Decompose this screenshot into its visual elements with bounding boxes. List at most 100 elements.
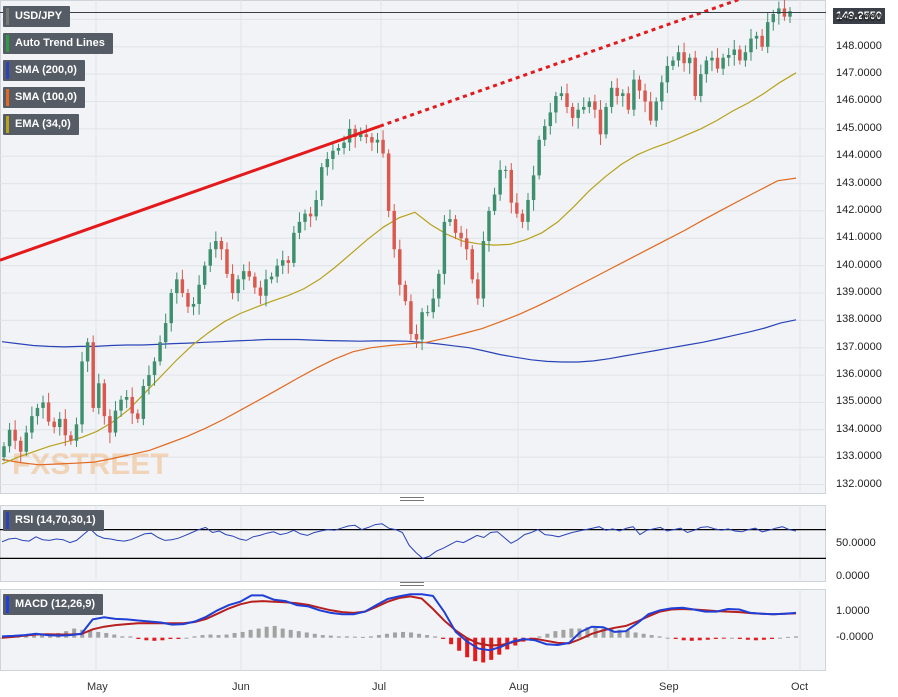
macd-histogram-bar [208,634,213,638]
macd-histogram-bar [144,637,149,641]
legend-label: SMA (200,0) [15,64,77,76]
macd-histogram-bar [40,633,45,638]
macd-histogram-bar [288,629,293,638]
macd-histogram-bar [336,636,341,638]
candle-body [570,106,575,118]
candle-body [721,57,725,69]
rsi-panel[interactable] [0,505,826,582]
macd-histogram-bar [344,636,349,638]
legend-label: Auto Trend Lines [15,37,105,49]
macd-histogram-bar [328,635,333,638]
macd-histogram-bar [401,631,406,638]
candle-body [715,57,720,69]
macd-histogram-bar [280,628,285,638]
candle-body [693,57,697,97]
macd-histogram-bar [441,637,446,639]
candle-body [46,402,51,422]
macd-histogram-bar [72,628,77,638]
macd-histogram-bar [465,637,470,658]
candle-body [609,87,614,107]
macd-histogram-bar [609,629,614,638]
macd-histogram-bar [104,632,109,638]
macd-histogram-bar [449,637,454,645]
macd-histogram-bar [697,637,702,641]
macd-histogram-bar [248,629,253,638]
macd-histogram-bar [96,631,101,638]
candle-body [481,241,486,299]
legend-item-sma100[interactable]: SMA (100,0) [3,87,85,108]
candle-body [364,134,369,138]
legend-swatch [6,35,9,52]
candle-body [464,238,469,250]
candle-body [615,87,619,97]
candle-body [503,169,508,171]
panel-resize-handle[interactable] [400,582,424,586]
candle-body [169,293,173,324]
candle-body [476,279,480,299]
candle-body [492,194,497,211]
macd-histogram-bar [417,633,422,638]
macd-histogram-bar [224,634,229,638]
candle-body [124,396,129,400]
macd-histogram-bar [794,636,798,638]
month-label: Aug [509,681,529,693]
candle-body [63,418,68,436]
legend-item-auto-trend-lines[interactable]: Auto Trend Lines [3,33,113,54]
macd-histogram-bar [0,637,4,639]
legend-swatch [6,89,9,106]
candle-body [163,323,168,343]
legend-item-ema34[interactable]: EMA (34,0) [3,114,79,135]
legend-item-symbol[interactable]: USD/JPY [3,6,71,27]
macd-histogram-bar [368,636,373,638]
macd-histogram-bar [216,635,221,638]
macd-histogram-bar [713,637,718,639]
auto-trend-line-projection [379,0,742,128]
legend-swatch [6,512,9,529]
candle-body [771,13,776,23]
candle-body [264,279,268,296]
price-tick-label: 135.0000 [836,395,882,408]
macd-histogram-bar [120,636,125,638]
candle-body [788,11,792,17]
candle-body [704,60,709,75]
macd-histogram-bar [160,637,165,641]
macd-histogram-bar [264,626,269,638]
macd-histogram-bar [649,635,654,638]
legend-label: EMA (34,0) [15,118,71,130]
month-label: Sep [659,681,679,693]
candle-body [626,93,631,110]
macd-panel[interactable] [0,589,826,671]
candle-body [409,301,413,335]
panel-resize-handle[interactable] [400,497,424,501]
candle-body [24,432,29,452]
price-tick-label: 132.0000 [836,477,882,490]
legend-item-sma200[interactable]: SMA (200,0) [3,60,85,81]
legend-item-macd[interactable]: MACD (12,26,9) [3,594,104,615]
macd-histogram-bar [681,637,686,641]
candle-body [559,93,564,97]
legend-item-rsi[interactable]: RSI (14,70,30,1) [3,510,104,531]
macd-histogram-bar [497,637,502,655]
macd-histogram-bar [192,636,197,638]
macd-tick-label: 1.0000 [836,604,870,617]
rsi-tick-label: 0.0000 [836,570,870,582]
legend-label: RSI (14,70,30,1) [15,514,96,526]
candle-body [297,221,302,233]
candle-body [414,334,419,340]
price-tick-label: 144.0000 [836,149,882,162]
candle-body [52,421,56,428]
candle-body [749,38,753,53]
macd-histogram-bar [537,636,542,638]
candle-body [303,213,307,222]
macd-histogram-bar [304,632,309,638]
candle-body [531,175,536,200]
candle-body [643,90,647,102]
price-tick-label: 141.0000 [836,231,882,244]
candle-body [69,435,73,441]
price-tick-label: 147.0000 [836,67,882,80]
macd-histogram-bar [689,637,694,641]
candle-body [180,279,185,294]
candle-body [241,271,246,280]
macd-histogram-bar [352,636,357,638]
candle-body [91,342,95,408]
